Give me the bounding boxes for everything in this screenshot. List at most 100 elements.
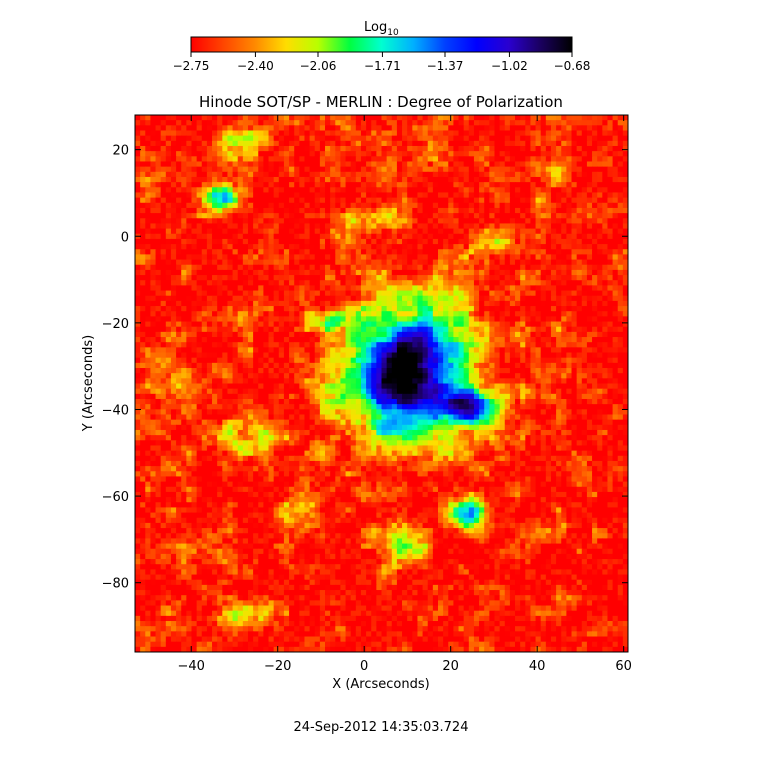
heat-cell (294, 326, 300, 333)
heat-cell (258, 280, 264, 286)
heat-cell (366, 342, 372, 348)
heat-cell (443, 326, 449, 333)
heat-cell (273, 187, 280, 194)
heat-cell (263, 306, 270, 312)
heat-cell (304, 368, 311, 374)
heat-cell (237, 352, 244, 359)
heat-cell (366, 223, 372, 230)
heat-cell (617, 352, 624, 359)
heat-cell (355, 280, 362, 286)
heat-cell (581, 161, 588, 168)
heat-cell (458, 280, 465, 286)
heat-cell (345, 306, 352, 312)
heat-cell (299, 192, 306, 199)
heat-cell (448, 187, 454, 194)
heat-cell (371, 213, 377, 219)
heat-cell (556, 151, 562, 157)
heat-cell (135, 207, 141, 214)
heat-cell (366, 275, 372, 281)
heat-cell (314, 295, 321, 302)
heat-cell (453, 249, 460, 256)
heat-cell (376, 311, 383, 317)
heat-cell (263, 171, 270, 178)
heat-cell (232, 275, 239, 281)
heat-cell (222, 145, 229, 152)
heat-cell (607, 337, 614, 343)
heat-cell (186, 171, 193, 178)
heat-cell (463, 264, 470, 271)
heat-cell (386, 269, 393, 276)
heat-cell (160, 202, 167, 209)
heat-cell (586, 316, 593, 323)
heat-cell (381, 373, 388, 379)
heat-cell (494, 223, 501, 230)
heat-cell (386, 352, 393, 359)
heat-cell (273, 352, 280, 359)
heat-cell (489, 228, 496, 235)
heat-cell (417, 176, 424, 183)
heat-cell (319, 285, 326, 292)
heat-cell (294, 331, 300, 338)
heat-cell (335, 249, 342, 256)
heat-cell (299, 373, 306, 379)
heat-cell (427, 120, 434, 126)
heat-cell (561, 171, 567, 178)
heat-cell (355, 166, 362, 173)
heat-cell (212, 207, 218, 214)
heat-cell (170, 161, 177, 168)
heat-cell (622, 347, 628, 354)
heat-cell (576, 238, 583, 245)
heat-cell (561, 290, 567, 297)
heat-cell (227, 357, 234, 364)
heat-cell (319, 197, 326, 204)
heat-cell (309, 254, 316, 261)
heat-cell (232, 228, 239, 235)
heat-cell (571, 192, 578, 199)
heat-cell (463, 197, 470, 204)
heat-cell (561, 115, 567, 121)
heat-cell (237, 228, 244, 235)
heat-cell (386, 135, 393, 142)
heat-cell (304, 373, 311, 379)
heat-cell (170, 156, 177, 163)
heat-cell (227, 337, 234, 343)
heat-cell (515, 145, 521, 152)
heat-cell (489, 300, 496, 307)
heat-cell (350, 321, 357, 328)
heat-cell (412, 161, 419, 168)
heat-cell (366, 233, 372, 240)
heat-cell (217, 290, 223, 297)
heat-cell (448, 362, 454, 369)
heat-cell (350, 207, 357, 214)
heat-cell (325, 161, 331, 168)
heat-cell (350, 362, 357, 369)
heat-cell (530, 321, 537, 328)
heat-cell (294, 192, 300, 199)
heat-cell (489, 207, 496, 214)
heat-cell (417, 275, 424, 281)
heat-cell (217, 337, 223, 343)
heat-cell (201, 337, 208, 343)
heat-cell (561, 368, 567, 374)
heat-cell (422, 295, 429, 302)
heat-cell (530, 135, 537, 142)
heat-cell (273, 228, 280, 235)
heat-cell (550, 254, 557, 261)
heat-cell (504, 378, 511, 385)
heat-cell (576, 161, 583, 168)
heat-cell (453, 275, 460, 281)
heat-cell (170, 249, 177, 256)
heat-cell (181, 151, 187, 157)
heat-cell (386, 176, 393, 183)
heat-cell (407, 362, 413, 369)
heat-cell (484, 151, 490, 157)
heat-cell (345, 295, 352, 302)
heat-cell (386, 378, 393, 385)
heat-cell (499, 213, 506, 219)
heat-cell (581, 373, 588, 379)
heat-cell (206, 161, 213, 168)
heat-cell (602, 213, 609, 219)
heat-cell (391, 238, 398, 245)
heat-cell (417, 254, 424, 261)
heat-cell (458, 337, 465, 343)
